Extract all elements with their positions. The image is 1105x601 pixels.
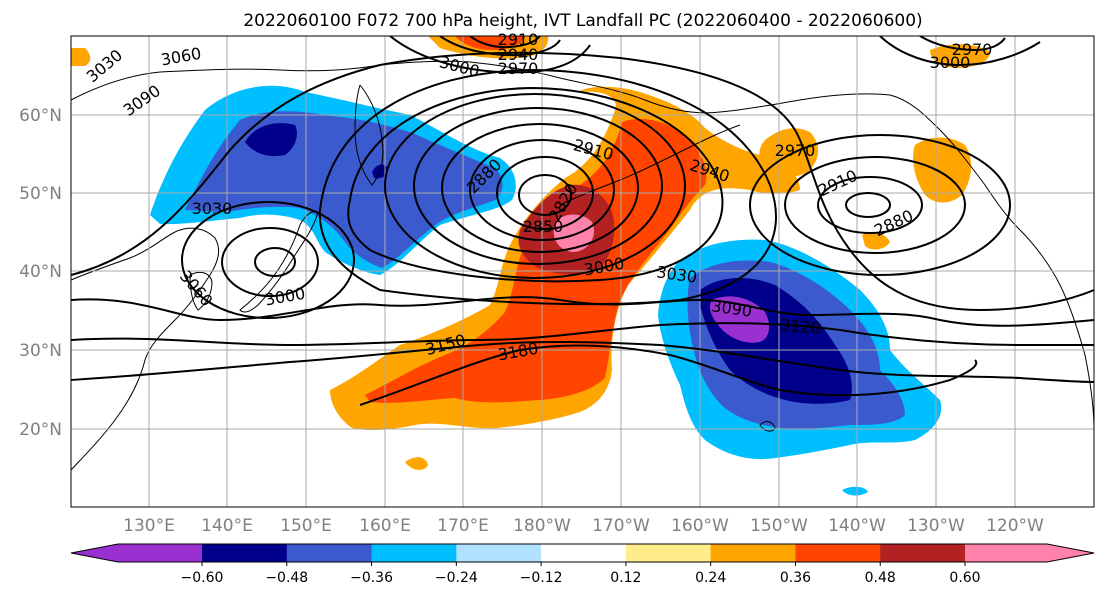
coastline-siberia [71, 60, 561, 101]
height-contour-3060-low-west [181, 201, 355, 319]
colorbar-outline [70, 543, 1095, 563]
lon-label: 160°E [359, 516, 411, 536]
colorbar-band [286, 544, 373, 562]
lat-label: 60°N [19, 106, 62, 126]
height-contour-3000-north [389, 36, 591, 74]
latitude-labels: 60°N 50°N 40°N 30°N 20°N [19, 106, 62, 440]
colorbar-extension-high [965, 544, 1094, 562]
lon-label: 150°W [750, 516, 808, 536]
height-contour-2910-low-east [817, 176, 923, 234]
contour-label: 2970 [775, 141, 816, 160]
lon-label: 150°E [280, 516, 332, 536]
contour-label: 3120 [779, 315, 821, 337]
height-contour-3150 [71, 340, 1094, 383]
height-contour-2880 [469, 139, 615, 241]
contour-label: 2850 [523, 217, 564, 236]
colorbar-band [541, 544, 627, 562]
lat-label: 20°N [19, 420, 62, 440]
colorbar-tick-label: −0.36 [350, 570, 393, 586]
height-contour-3090 [71, 296, 1094, 327]
height-contour-2880-low-east [845, 192, 891, 218]
colorbar-tick-label: −0.24 [435, 570, 478, 586]
colorbar-band [625, 544, 712, 562]
height-contour-2940-north [469, 36, 541, 49]
colorbar-tick-label: −0.12 [520, 570, 563, 586]
longitude-labels: 130°E 140°E 150°E 160°E 170°E 180°W 170°… [123, 516, 1044, 536]
coastline-alaska [559, 77, 1094, 431]
height-contour-3000-low-west [254, 247, 296, 277]
height-contour-3000 [347, 86, 724, 283]
lon-label: 180°W [513, 516, 571, 536]
lon-label: 130°W [907, 516, 965, 536]
height-contour-3120 [71, 322, 1094, 347]
contour-label: 3000 [930, 53, 971, 72]
height-contour-2850 [496, 156, 594, 230]
colorbar-band [710, 544, 796, 562]
ivt-positive-north-west [71, 48, 91, 66]
contour-label: 3030 [192, 199, 233, 218]
lon-label: 170°W [592, 516, 650, 536]
height-contour-3060 [71, 51, 1094, 312]
height-contour-2970-northeast [919, 36, 1006, 52]
height-contour-3180 [359, 344, 978, 406]
height-contour-2910 [441, 123, 639, 253]
height-contours [71, 36, 1094, 406]
colorbar-extension-low [71, 544, 202, 562]
lat-label: 30°N [19, 341, 62, 361]
coastline-aleutians [559, 124, 741, 206]
ivt-negative-small-east [842, 486, 868, 496]
ivt-positive-small-south [405, 457, 428, 470]
lon-label: 160°W [671, 516, 729, 536]
map-gridlines [71, 36, 1094, 507]
map-frame [70, 35, 1095, 508]
height-contour-3030-low-west [221, 227, 319, 297]
coastlines [71, 60, 1094, 471]
coastline-korea [189, 271, 213, 311]
lon-label: 130°E [123, 516, 175, 536]
height-contour-2970-north [439, 36, 561, 57]
contour-label: 2970 [498, 59, 539, 78]
contour-label: 2970 [952, 40, 993, 59]
ivt-positive-small-east [862, 232, 890, 250]
lon-label: 120°W [986, 516, 1044, 536]
height-contour-2970-low-east [749, 134, 1011, 276]
colorbar-band [880, 544, 966, 562]
ivt-positive-east-coast [913, 137, 972, 203]
ivt-positive-region-extreme [553, 214, 595, 252]
colorbar-band [795, 544, 881, 562]
contour-label: 2910 [498, 30, 539, 49]
colorbar-tick-label: −0.60 [181, 570, 224, 586]
height-contour-3030 [318, 68, 777, 306]
height-contour-3000-northeast [879, 36, 1041, 67]
colorbar-tick-label: 0.36 [780, 570, 811, 586]
lat-label: 40°N [19, 262, 62, 282]
coastline-kamchatka [354, 84, 384, 186]
colorbar-band [456, 544, 542, 562]
height-contour-2820 [518, 174, 572, 216]
ivt-negative-deep-west [245, 123, 297, 157]
colorbar-tick-label: 0.48 [865, 570, 896, 586]
ivt-shading [71, 36, 990, 496]
height-contour-2940-low-east [784, 156, 966, 254]
height-contour-2970 [384, 93, 686, 279]
contour-labels: 3030 3060 3090 2910 2940 2970 3000 3000 … [83, 30, 993, 364]
colorbar-tick-label: 0.60 [949, 570, 980, 586]
colorbar-band [202, 544, 288, 562]
colorbar: −0.60 −0.48 −0.36 −0.24 −0.12 0.12 0.24 0.36 0.4… [70, 543, 1095, 586]
contour-label: 2940 [498, 45, 539, 64]
lon-label: 140°E [201, 516, 253, 536]
colorbar-tick-label: 0.12 [610, 570, 641, 586]
figure-title: 2022060100 F072 700 hPa height, IVT Land… [243, 11, 922, 31]
colorbar-tick-label: −0.48 [265, 570, 308, 586]
lon-label: 140°W [828, 516, 886, 536]
colorbar-tick-label: 0.24 [695, 570, 726, 586]
colorbar-band [371, 544, 457, 562]
map-panel: 3030 3060 3090 2910 2940 2970 3000 3000 … [70, 30, 1095, 508]
coastline-hawaii [759, 421, 776, 432]
lat-label: 50°N [19, 184, 62, 204]
coastline-asia [71, 227, 220, 471]
height-contour-2940 [413, 107, 663, 265]
lon-label: 170°E [437, 516, 489, 536]
